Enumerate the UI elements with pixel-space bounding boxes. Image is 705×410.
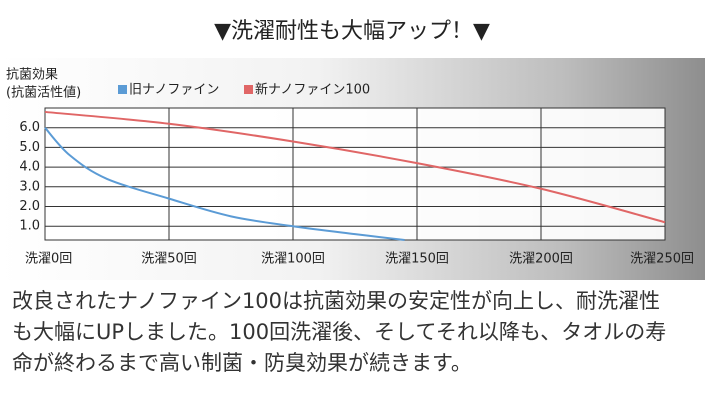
- body-line: も大幅にUPしました。100回洗濯後、そしてそれ以降も、タオルの寿: [12, 320, 667, 344]
- body-line: 改良されたナノファイン100は抗菌効果の安定性が向上し、耐洗濯性: [12, 289, 661, 313]
- x-tick-label: 洗濯50回: [141, 252, 197, 267]
- body-text: 改良されたナノファイン100は抗菌効果の安定性が向上し、耐洗濯性 も大幅にUPしま…: [12, 286, 702, 379]
- x-tick-label: 洗濯0回: [25, 252, 72, 267]
- y-tick-label: 3.0: [19, 179, 40, 194]
- plot-area: [44, 107, 666, 241]
- y-axis-title: (抗菌活性値): [6, 85, 81, 101]
- y-tick-label: 1.0: [19, 219, 40, 234]
- x-tick-label: 洗濯100回: [261, 252, 325, 267]
- series-line: [44, 127, 405, 241]
- legend-swatch: [244, 85, 253, 94]
- legend-swatch: [118, 85, 127, 94]
- legend-label: 旧ナノファイン: [129, 83, 219, 98]
- x-tick-label: 洗濯250回: [630, 252, 694, 267]
- legend-label: 新ナノファイン100: [255, 82, 370, 98]
- chart: ▼洗濯耐性も大幅アップ！▼ 抗菌効果 (抗菌活性値) 旧ナノファイン 新ナノファイン1…: [0, 19, 705, 280]
- y-tick-label: 5.0: [19, 140, 40, 155]
- y-tick-label: 2.0: [19, 199, 40, 214]
- y-axis-title: 抗菌効果: [6, 68, 58, 83]
- y-tick-label: 4.0: [19, 160, 40, 175]
- x-tick-label: 洗濯200回: [509, 252, 573, 267]
- chart-title: ▼洗濯耐性も大幅アップ！▼: [214, 19, 490, 44]
- x-tick-label: 洗濯150回: [385, 252, 449, 267]
- body-line: 命が終わるまで高い制菌・防臭効果が続きます。: [12, 351, 472, 375]
- series-line: [44, 110, 666, 224]
- y-tick-label: 6.0: [19, 120, 40, 135]
